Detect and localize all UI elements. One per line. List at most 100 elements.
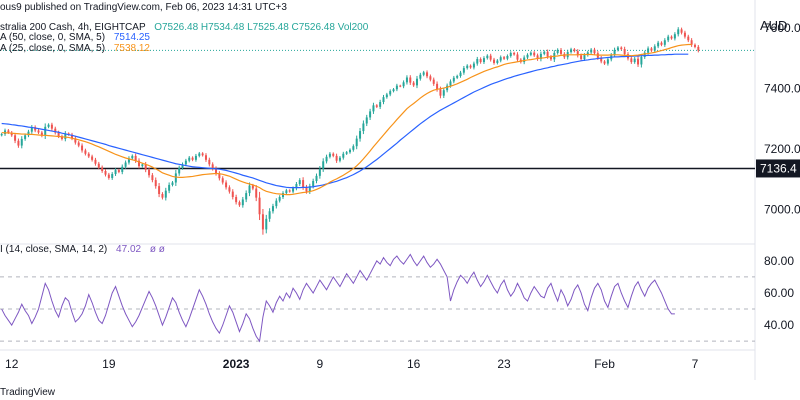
candle-body: [466, 65, 469, 69]
candle-body: [184, 160, 187, 165]
candle-body: [215, 168, 218, 174]
tradingview-brand[interactable]: TradingView: [0, 387, 56, 398]
ma25-legend[interactable]: A (25, close, 0, SMA, 5) 7538.12: [0, 43, 150, 54]
candle-body: [238, 202, 241, 206]
candle-body: [673, 34, 676, 39]
candle-body: [462, 68, 465, 73]
candle-body: [526, 54, 529, 58]
candle-body: [107, 174, 110, 178]
candle-body: [144, 164, 147, 170]
candle-body: [687, 36, 690, 41]
candle-body: [690, 40, 693, 45]
candle-body: [14, 135, 17, 141]
candle-body: [529, 52, 532, 55]
candle-body: [104, 171, 107, 175]
candle-body: [426, 72, 429, 77]
candle-body: [328, 153, 331, 157]
candle-body: [178, 167, 181, 174]
candle-body: [71, 134, 74, 139]
rsi-legend[interactable]: I (14, close, SMA, 14, 2) 47.02 ø ø: [0, 244, 165, 255]
price-tick-label: 7400.00: [764, 82, 800, 96]
candle-body: [650, 48, 653, 51]
candle-body: [375, 105, 378, 107]
candle-body: [171, 182, 174, 185]
candle-body: [298, 180, 301, 185]
candle-body: [637, 58, 640, 65]
candle-body: [141, 164, 144, 167]
candle-body: [556, 49, 559, 53]
candle-body: [539, 53, 542, 60]
candle-body: [137, 160, 140, 167]
candle-body: [10, 132, 13, 136]
price-axis: 7000.00 7200.00 7400.00 7600.00: [764, 21, 800, 217]
candle-body: [54, 128, 57, 133]
candle-body: [164, 190, 167, 198]
support-price-tag: [756, 159, 800, 178]
ma50-legend[interactable]: A (50, close, 0, SMA, 5) 7514.25: [0, 32, 150, 43]
candle-body: [275, 200, 278, 207]
candle-body: [469, 65, 472, 68]
price-tick-label: 7200.00: [764, 142, 800, 156]
candle-body: [476, 59, 479, 64]
candle-body: [573, 49, 576, 52]
candle-body: [94, 159, 97, 164]
candle-body: [231, 191, 234, 198]
candle-body: [543, 51, 546, 54]
candle-body: [489, 55, 492, 60]
candle-body: [235, 197, 238, 203]
ma50-line: [1, 53, 689, 189]
candle-body: [312, 180, 315, 187]
candle-body: [271, 206, 274, 212]
candle-body: [24, 135, 27, 139]
time-axis: 12 19 2023 9 16 23 Feb 7: [5, 357, 699, 371]
time-tick-label: Feb: [594, 357, 615, 371]
candle-body: [429, 76, 432, 80]
candle-body: [379, 102, 382, 107]
candle-body: [201, 153, 204, 156]
candle-body: [335, 155, 338, 161]
rsi-line: [1, 253, 675, 343]
candle-body: [446, 85, 449, 91]
candle-body: [91, 156, 94, 160]
candle-body: [47, 124, 50, 127]
rsi-reference-lines: [0, 276, 755, 342]
candle-body: [449, 81, 452, 86]
candle-body: [131, 155, 134, 159]
candle-body: [583, 55, 586, 60]
candle-body: [580, 55, 583, 60]
candle-body: [456, 75, 459, 78]
candle-body: [181, 164, 184, 168]
candlestick-series: [0, 27, 700, 235]
candle-body: [647, 48, 650, 53]
candle-body: [241, 199, 244, 206]
candle-body: [590, 49, 593, 53]
candle-body: [382, 97, 385, 102]
candle-body: [372, 105, 375, 112]
candle-body: [482, 58, 485, 63]
symbol-name[interactable]: stralia 200 Cash, 4h, EIGHTCAP: [0, 22, 146, 33]
candle-body: [258, 197, 261, 215]
candle-body: [30, 127, 33, 132]
time-tick-label: 9: [317, 357, 324, 371]
candle-body: [496, 60, 499, 63]
candle-body: [265, 218, 268, 230]
rsi-tick-label: 40.00: [764, 318, 794, 332]
candle-body: [64, 133, 67, 139]
candle-body: [663, 40, 666, 45]
candle-body: [295, 184, 298, 189]
candle-body: [432, 79, 435, 84]
candle-body: [442, 90, 445, 96]
candle-body: [37, 130, 40, 133]
candle-body: [412, 82, 415, 86]
candle-body: [84, 150, 87, 154]
candle-body: [419, 74, 422, 79]
candle-body: [87, 153, 90, 157]
candle-body: [633, 58, 636, 63]
rsi-value: 47.02: [116, 244, 142, 255]
candle-body: [683, 32, 686, 37]
candle-body: [385, 94, 388, 98]
time-tick-label: 12: [5, 357, 19, 371]
rsi-path: [1, 253, 675, 343]
